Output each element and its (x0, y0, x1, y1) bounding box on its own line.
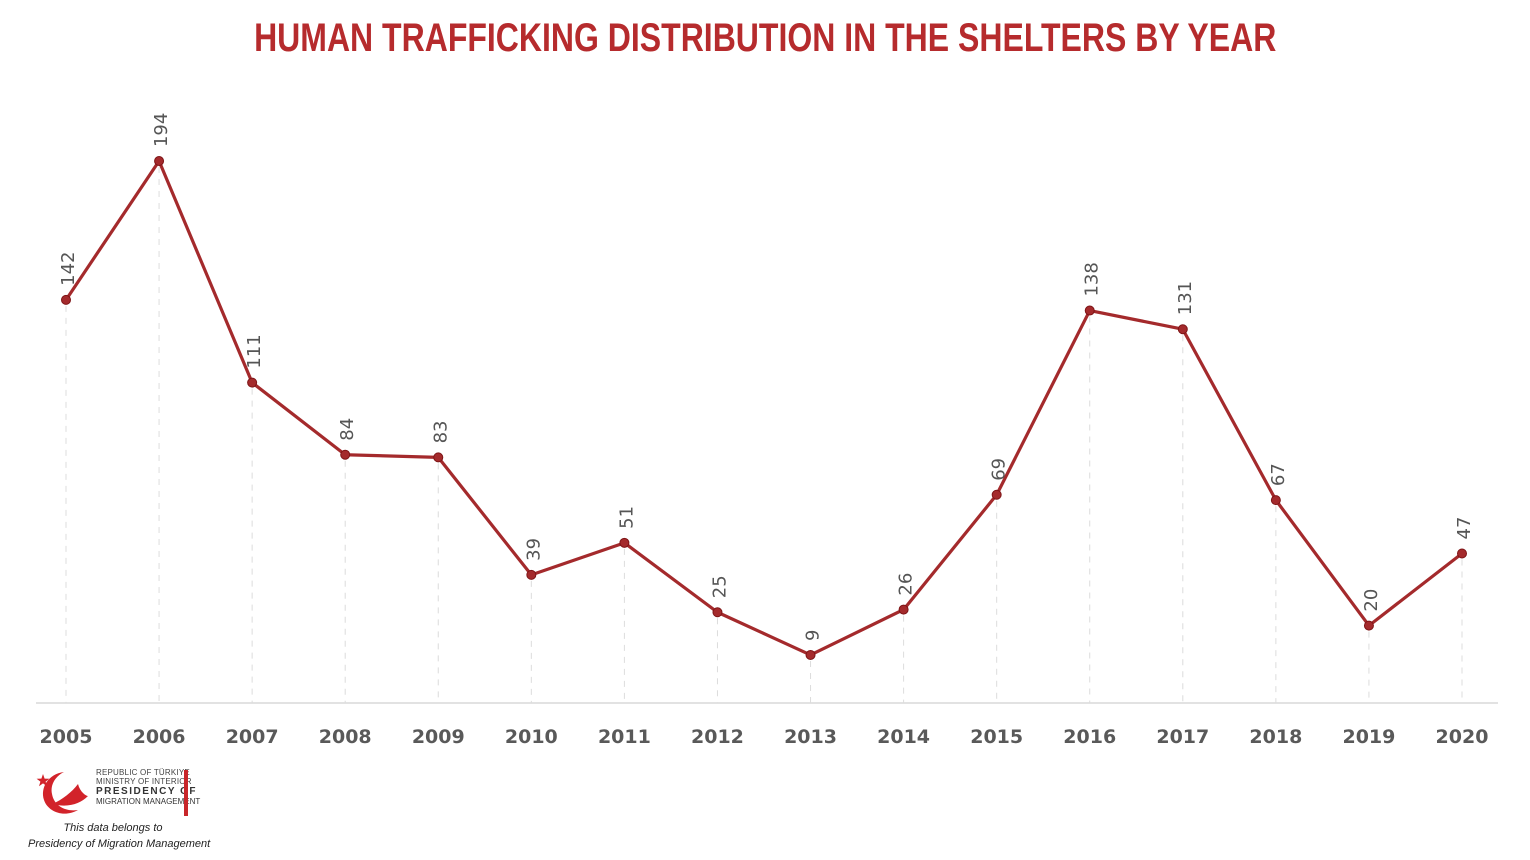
point-2011 (619, 537, 630, 548)
x-tick-2012: 2012 (691, 726, 744, 748)
data-label-2008: 84 (337, 418, 358, 441)
point-2019 (1363, 620, 1374, 631)
logo-line-4: MIGRATION MANAGEMENT (96, 797, 201, 806)
x-tick-2014: 2014 (877, 726, 930, 748)
data-label-2009: 83 (430, 420, 451, 443)
data-label-2005: 142 (58, 252, 79, 286)
data-label-2007: 111 (244, 334, 265, 368)
data-label-2016: 138 (1082, 262, 1103, 296)
point-2005 (61, 294, 71, 305)
data-label-2018: 67 (1268, 463, 1289, 486)
point-2018 (1270, 495, 1281, 506)
data-label-2020: 47 (1454, 517, 1475, 540)
logo-divider (184, 770, 188, 816)
data-source-note-1: This data belongs to (63, 822, 163, 834)
data-label-2019: 20 (1361, 589, 1382, 612)
point-2016 (1084, 305, 1095, 316)
x-tick-2018: 2018 (1249, 726, 1302, 748)
point-2007 (247, 377, 258, 388)
chart-title: HUMAN TRAFFICKING DISTRIBUTION IN THE SH… (254, 16, 1277, 60)
point-2010 (526, 569, 537, 580)
x-tick-2019: 2019 (1342, 726, 1395, 748)
point-2015 (991, 489, 1002, 500)
data-label-2014: 26 (896, 573, 917, 596)
point-2020 (1457, 548, 1467, 559)
point-2009 (433, 452, 444, 463)
x-tick-2008: 2008 (319, 726, 372, 748)
x-tick-2017: 2017 (1156, 726, 1209, 748)
logo-line-2: MINISTRY OF INTERIOR (96, 777, 192, 786)
x-tick-2011: 2011 (598, 726, 651, 748)
series-path (64, 159, 1463, 657)
point-2008 (340, 449, 351, 460)
data-label-2017: 131 (1175, 281, 1196, 315)
x-tick-2007: 2007 (226, 726, 279, 748)
x-tick-2009: 2009 (412, 726, 465, 748)
logo-line-3: PRESIDENCY OF (96, 786, 197, 797)
data-label-2010: 39 (523, 538, 544, 561)
data-label-2011: 51 (616, 506, 637, 529)
crescent-star-icon (36, 772, 88, 814)
x-tick-2006: 2006 (133, 726, 186, 748)
series-line (64, 159, 1463, 657)
data-labels: 142 194 111 84 83 39 51 25 9 26 69 138 131 67 20 47 (58, 113, 1475, 641)
logo: REPUBLIC OF TÜRKIYE MINISTRY OF INTERIOR… (34, 764, 201, 818)
x-tick-2016: 2016 (1063, 726, 1116, 748)
point-2006 (154, 156, 165, 167)
x-tick-2013: 2013 (784, 726, 837, 748)
logo-line-1: REPUBLIC OF TÜRKIYE (96, 768, 190, 777)
data-label-2006: 194 (151, 113, 172, 147)
data-label-2015: 69 (989, 458, 1010, 481)
x-tick-2015: 2015 (970, 726, 1023, 748)
point-2012 (712, 607, 723, 618)
point-2017 (1177, 324, 1188, 335)
logo-text: REPUBLIC OF TÜRKIYE MINISTRY OF INTERIOR… (96, 768, 201, 807)
drop-lines (65, 167, 1463, 703)
data-label-2013: 9 (803, 630, 824, 641)
point-2014 (898, 604, 909, 615)
data-label-2012: 25 (709, 575, 730, 598)
point-2013 (805, 649, 816, 660)
x-tick-labels: 2005 2006 2007 2008 2009 2010 2011 2012 2013 2014… (40, 726, 1489, 748)
data-source-note-2: Presidency of Migration Management (28, 838, 211, 850)
x-tick-2020: 2020 (1436, 726, 1489, 748)
x-tick-2005: 2005 (40, 726, 93, 748)
x-tick-2010: 2010 (505, 726, 558, 748)
data-points (61, 156, 1467, 660)
